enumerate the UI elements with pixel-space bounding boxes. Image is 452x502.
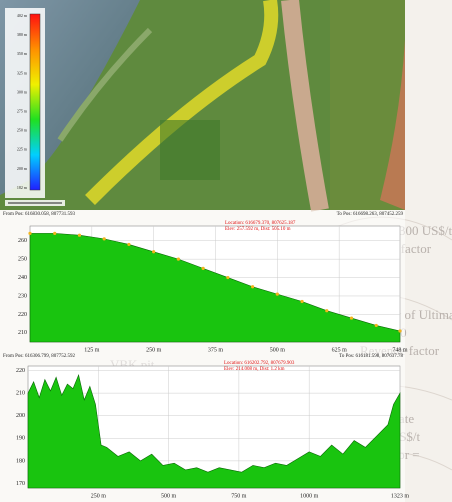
vertex-marker bbox=[226, 276, 229, 279]
y-tick-label: 210 bbox=[18, 330, 27, 336]
vertex-marker bbox=[375, 324, 378, 327]
y-tick-label: 170 bbox=[16, 481, 25, 487]
x-tick-label: 375 m bbox=[208, 347, 224, 353]
vertex-marker bbox=[28, 232, 31, 235]
vertex-marker bbox=[300, 300, 303, 303]
vertex-marker bbox=[177, 258, 180, 261]
colorbar-label: 350 m bbox=[17, 51, 28, 56]
x-tick-label: 250 m bbox=[146, 347, 162, 353]
vertex-marker bbox=[53, 232, 56, 235]
y-tick-label: 250 bbox=[18, 257, 27, 263]
colorbar-label: 200 m bbox=[17, 166, 28, 171]
vertex-marker bbox=[103, 237, 106, 240]
colorbar-label: 250 m bbox=[17, 128, 28, 133]
vertex-marker bbox=[152, 250, 155, 253]
vertex-marker bbox=[202, 267, 205, 270]
x-tick-label: 750 m bbox=[231, 493, 247, 499]
y-tick-label: 210 bbox=[16, 390, 25, 396]
from-position: From Pos: 616306.799, 807752.592 bbox=[3, 354, 75, 359]
to-position: To Pos: 616698.263, 807452.259 bbox=[337, 212, 404, 217]
location-readout: Elev: 257.592 m, Dist: 505.10 m bbox=[225, 227, 291, 232]
x-tick-label: 625 m bbox=[332, 347, 348, 353]
colorbar-label: 325 m bbox=[17, 70, 28, 75]
vertex-marker bbox=[251, 285, 254, 288]
y-tick-label: 190 bbox=[16, 436, 25, 442]
colorbar-label: 225 m bbox=[17, 147, 28, 152]
vertex-marker bbox=[398, 329, 401, 332]
colorbar-label: 380 m bbox=[17, 32, 28, 37]
page: Price = 2300 US$/tRevenue factorBoundary… bbox=[0, 0, 452, 502]
y-tick-label: 240 bbox=[18, 275, 27, 281]
vertex-marker bbox=[350, 316, 353, 319]
y-tick-label: 220 bbox=[16, 368, 25, 374]
x-tick-label: 125 m bbox=[84, 347, 100, 353]
aerial-image bbox=[0, 0, 405, 210]
y-tick-label: 260 bbox=[18, 238, 27, 244]
x-tick-label: 1000 m bbox=[300, 493, 319, 499]
location-readout: Location: 616202.792, 807679.903 bbox=[224, 361, 295, 366]
x-tick-label: 500 m bbox=[270, 347, 286, 353]
location-readout: Location: 616679.370, 807625.187 bbox=[225, 221, 296, 226]
to-position: To Pos: 616181.598, 807637.78 bbox=[339, 354, 403, 359]
vertex-marker bbox=[127, 243, 130, 246]
vertex-marker bbox=[78, 234, 81, 237]
colorbar-label: 275 m bbox=[17, 108, 28, 113]
colorbar-label: 402 m bbox=[17, 13, 28, 18]
vertex-marker bbox=[276, 293, 279, 296]
y-tick-label: 180 bbox=[16, 458, 25, 464]
y-tick-label: 220 bbox=[18, 312, 27, 318]
colorbar-label: 300 m bbox=[17, 89, 28, 94]
x-tick-label: 1323 m bbox=[391, 493, 410, 499]
colorbar-label: 182 m bbox=[17, 185, 28, 190]
x-tick-label: 500 m bbox=[161, 493, 177, 499]
y-tick-label: 200 bbox=[16, 413, 25, 419]
screen: Price = 2300 US$/tRevenue factorBoundary… bbox=[0, 0, 452, 502]
x-tick-label: 250 m bbox=[91, 493, 107, 499]
vertex-marker bbox=[325, 309, 328, 312]
from-position: From Pos: 616830.058, 807731.593 bbox=[3, 212, 75, 217]
location-readout: Elev: 214.008 m, Dist: 1.2 km bbox=[224, 367, 285, 372]
y-tick-label: 230 bbox=[18, 293, 27, 299]
x-tick-label: 748 m bbox=[392, 347, 408, 353]
